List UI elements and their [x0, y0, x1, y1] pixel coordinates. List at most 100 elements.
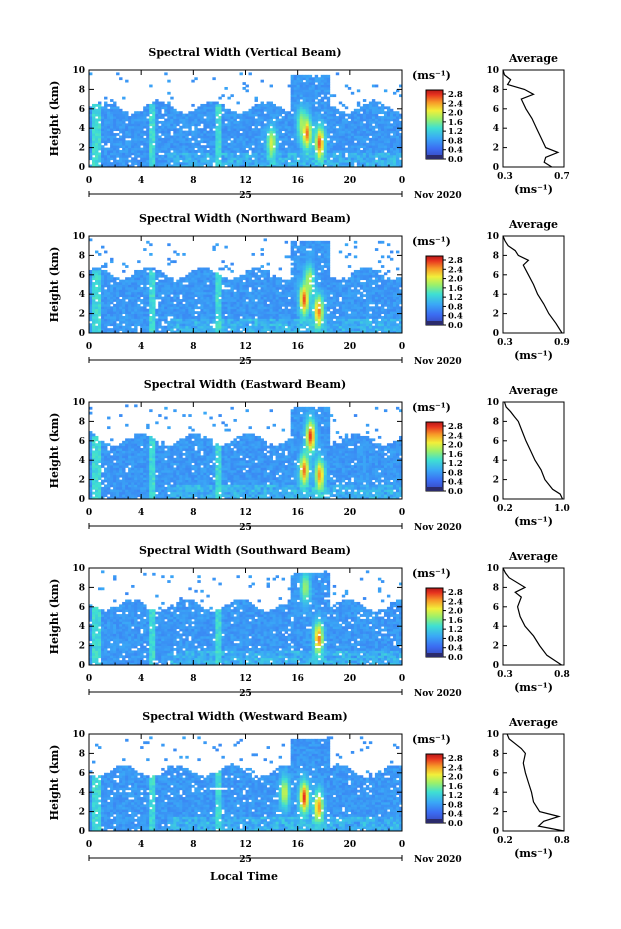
colorbar-unit: (ms⁻¹): [412, 69, 451, 82]
y-tick-label: 8: [79, 251, 85, 261]
avg-y-tick-label: 10: [486, 730, 499, 740]
x-tick-label: 20: [344, 342, 357, 352]
colorbar-base: [426, 487, 443, 491]
month-label: Nov 2020: [414, 523, 462, 533]
colorbar-tick-label: 1.6: [448, 450, 463, 460]
panel-title: Spectral Width (Westward Beam): [142, 710, 347, 723]
y-tick-label: 0: [79, 661, 85, 671]
avg-y-tick-label: 6: [493, 603, 499, 613]
x-tick-label: 12: [239, 508, 252, 518]
colorbar-tick-label: 2.0: [448, 275, 463, 285]
x-tick-label: 4: [138, 508, 144, 518]
colorbar-tick-label: 0.8: [448, 634, 463, 644]
month-label: Nov 2020: [414, 855, 462, 865]
panel-4: Spectral Width (Southward Beam) 0 2 4 6 8 10 He…: [48, 544, 570, 699]
x-tick-label: 12: [239, 342, 252, 352]
colorbar-tick-label: 1.2: [448, 625, 463, 635]
avg-x-tick-label: 0.2: [497, 836, 513, 846]
average-title: Average: [508, 716, 558, 729]
day-label: 25: [239, 357, 252, 367]
colorbar-base: [426, 653, 443, 657]
colorbar-unit: (ms⁻¹): [412, 733, 451, 746]
average-profile-line: [502, 235, 563, 334]
x-axis-label: Local Time: [210, 870, 278, 883]
avg-y-tick-label: 8: [493, 251, 499, 261]
average-frame: [502, 69, 565, 168]
x-tick-label: 0: [86, 176, 92, 186]
colorbar-tick-label: 0.4: [448, 312, 463, 322]
colorbar-tick-label: 0.8: [448, 136, 463, 146]
x-tick-label: 16: [291, 840, 304, 850]
y-tick-label: 10: [72, 232, 85, 242]
average-title: Average: [508, 384, 558, 397]
avg-y-tick-label: 10: [486, 66, 499, 76]
avg-y-tick-label: 0: [493, 163, 499, 173]
x-tick-label: 0: [86, 342, 92, 352]
avg-y-tick-label: 0: [493, 329, 499, 339]
y-tick-label: 4: [79, 456, 85, 466]
month-label: Nov 2020: [414, 357, 462, 367]
colorbar: [425, 255, 444, 326]
colorbar-base: [426, 321, 443, 325]
average-profile-line: [503, 401, 564, 500]
colorbar-unit: (ms⁻¹): [412, 401, 451, 414]
y-tick-label: 0: [79, 495, 85, 505]
avg-y-tick-label: 6: [493, 437, 499, 447]
colorbar-tick-label: 0.0: [448, 653, 463, 663]
panel-3: Spectral Width (Eastward Beam) 0 2 4 6 8 10 Hei…: [48, 378, 570, 533]
colorbar-tick-label: 2.4: [448, 265, 463, 275]
colorbar-tick-label: 2.4: [448, 99, 463, 109]
avg-y-tick-label: 6: [493, 769, 499, 779]
y-axis-label: Height (km): [48, 579, 61, 655]
panels-layer: Spectral Width (Vertical Beam) 0 2 4 6 8 10 Hei…: [48, 46, 570, 865]
avg-y-tick-label: 2: [493, 808, 499, 818]
colorbar-tick-label: 2.4: [448, 763, 463, 773]
panel-2: Spectral Width (Northward Beam) 0 2 4 6 8 10 He…: [48, 212, 570, 367]
colorbar-tick-label: 1.6: [448, 118, 463, 128]
colorbar-tick-label: 1.2: [448, 127, 463, 137]
colorbar-tick-label: 0.0: [448, 155, 463, 165]
x-tick-label: 12: [239, 176, 252, 186]
colorbar: [425, 89, 444, 160]
x-tick-label: 8: [190, 508, 196, 518]
avg-x-tick-label: 0.3: [497, 670, 513, 680]
x-tick-label: 20: [344, 840, 357, 850]
colorbar-tick-label: 0.8: [448, 302, 463, 312]
colorbar-tick-label: 1.2: [448, 791, 463, 801]
x-tick-label: 12: [239, 674, 252, 684]
avg-y-tick-label: 0: [493, 827, 499, 837]
avg-y-tick-label: 4: [493, 622, 499, 632]
avg-y-tick-label: 2: [493, 144, 499, 154]
avg-y-tick-label: 8: [493, 85, 499, 95]
colorbar-tick-label: 2.4: [448, 597, 463, 607]
colorbar-tick-label: 1.2: [448, 293, 463, 303]
month-label: Nov 2020: [414, 191, 462, 201]
avg-y-tick-label: 6: [493, 105, 499, 115]
y-tick-label: 8: [79, 85, 85, 95]
y-tick-label: 10: [72, 564, 85, 574]
y-axis-label: Height (km): [48, 247, 61, 323]
avg-y-tick-label: 10: [486, 398, 499, 408]
avg-y-tick-label: 2: [493, 310, 499, 320]
colorbar-tick-label: 2.8: [448, 256, 463, 266]
y-tick-label: 4: [79, 622, 85, 632]
y-tick-label: 0: [79, 163, 85, 173]
colorbar-tick-label: 2.0: [448, 441, 463, 451]
colorbar-tick-label: 1.6: [448, 284, 463, 294]
x-tick-label: 12: [239, 840, 252, 850]
avg-x-tick-label: 0.8: [554, 670, 570, 680]
colorbar-tick-label: 0.4: [448, 810, 463, 820]
panel-title: Spectral Width (Southward Beam): [139, 544, 351, 557]
x-tick-label: 8: [190, 674, 196, 684]
panel-5: Spectral Width (Westward Beam) 0 2 4 6 8 10 Hei…: [48, 710, 570, 865]
x-tick-label: 0: [399, 176, 405, 186]
y-tick-label: 10: [72, 66, 85, 76]
x-tick-label: 0: [86, 674, 92, 684]
y-axis-label: Height (km): [48, 413, 61, 489]
y-tick-label: 8: [79, 417, 85, 427]
average-unit: (ms⁻¹): [514, 515, 553, 528]
day-label: 25: [239, 855, 252, 865]
avg-y-tick-label: 2: [493, 476, 499, 486]
average-profile-line: [502, 69, 560, 168]
